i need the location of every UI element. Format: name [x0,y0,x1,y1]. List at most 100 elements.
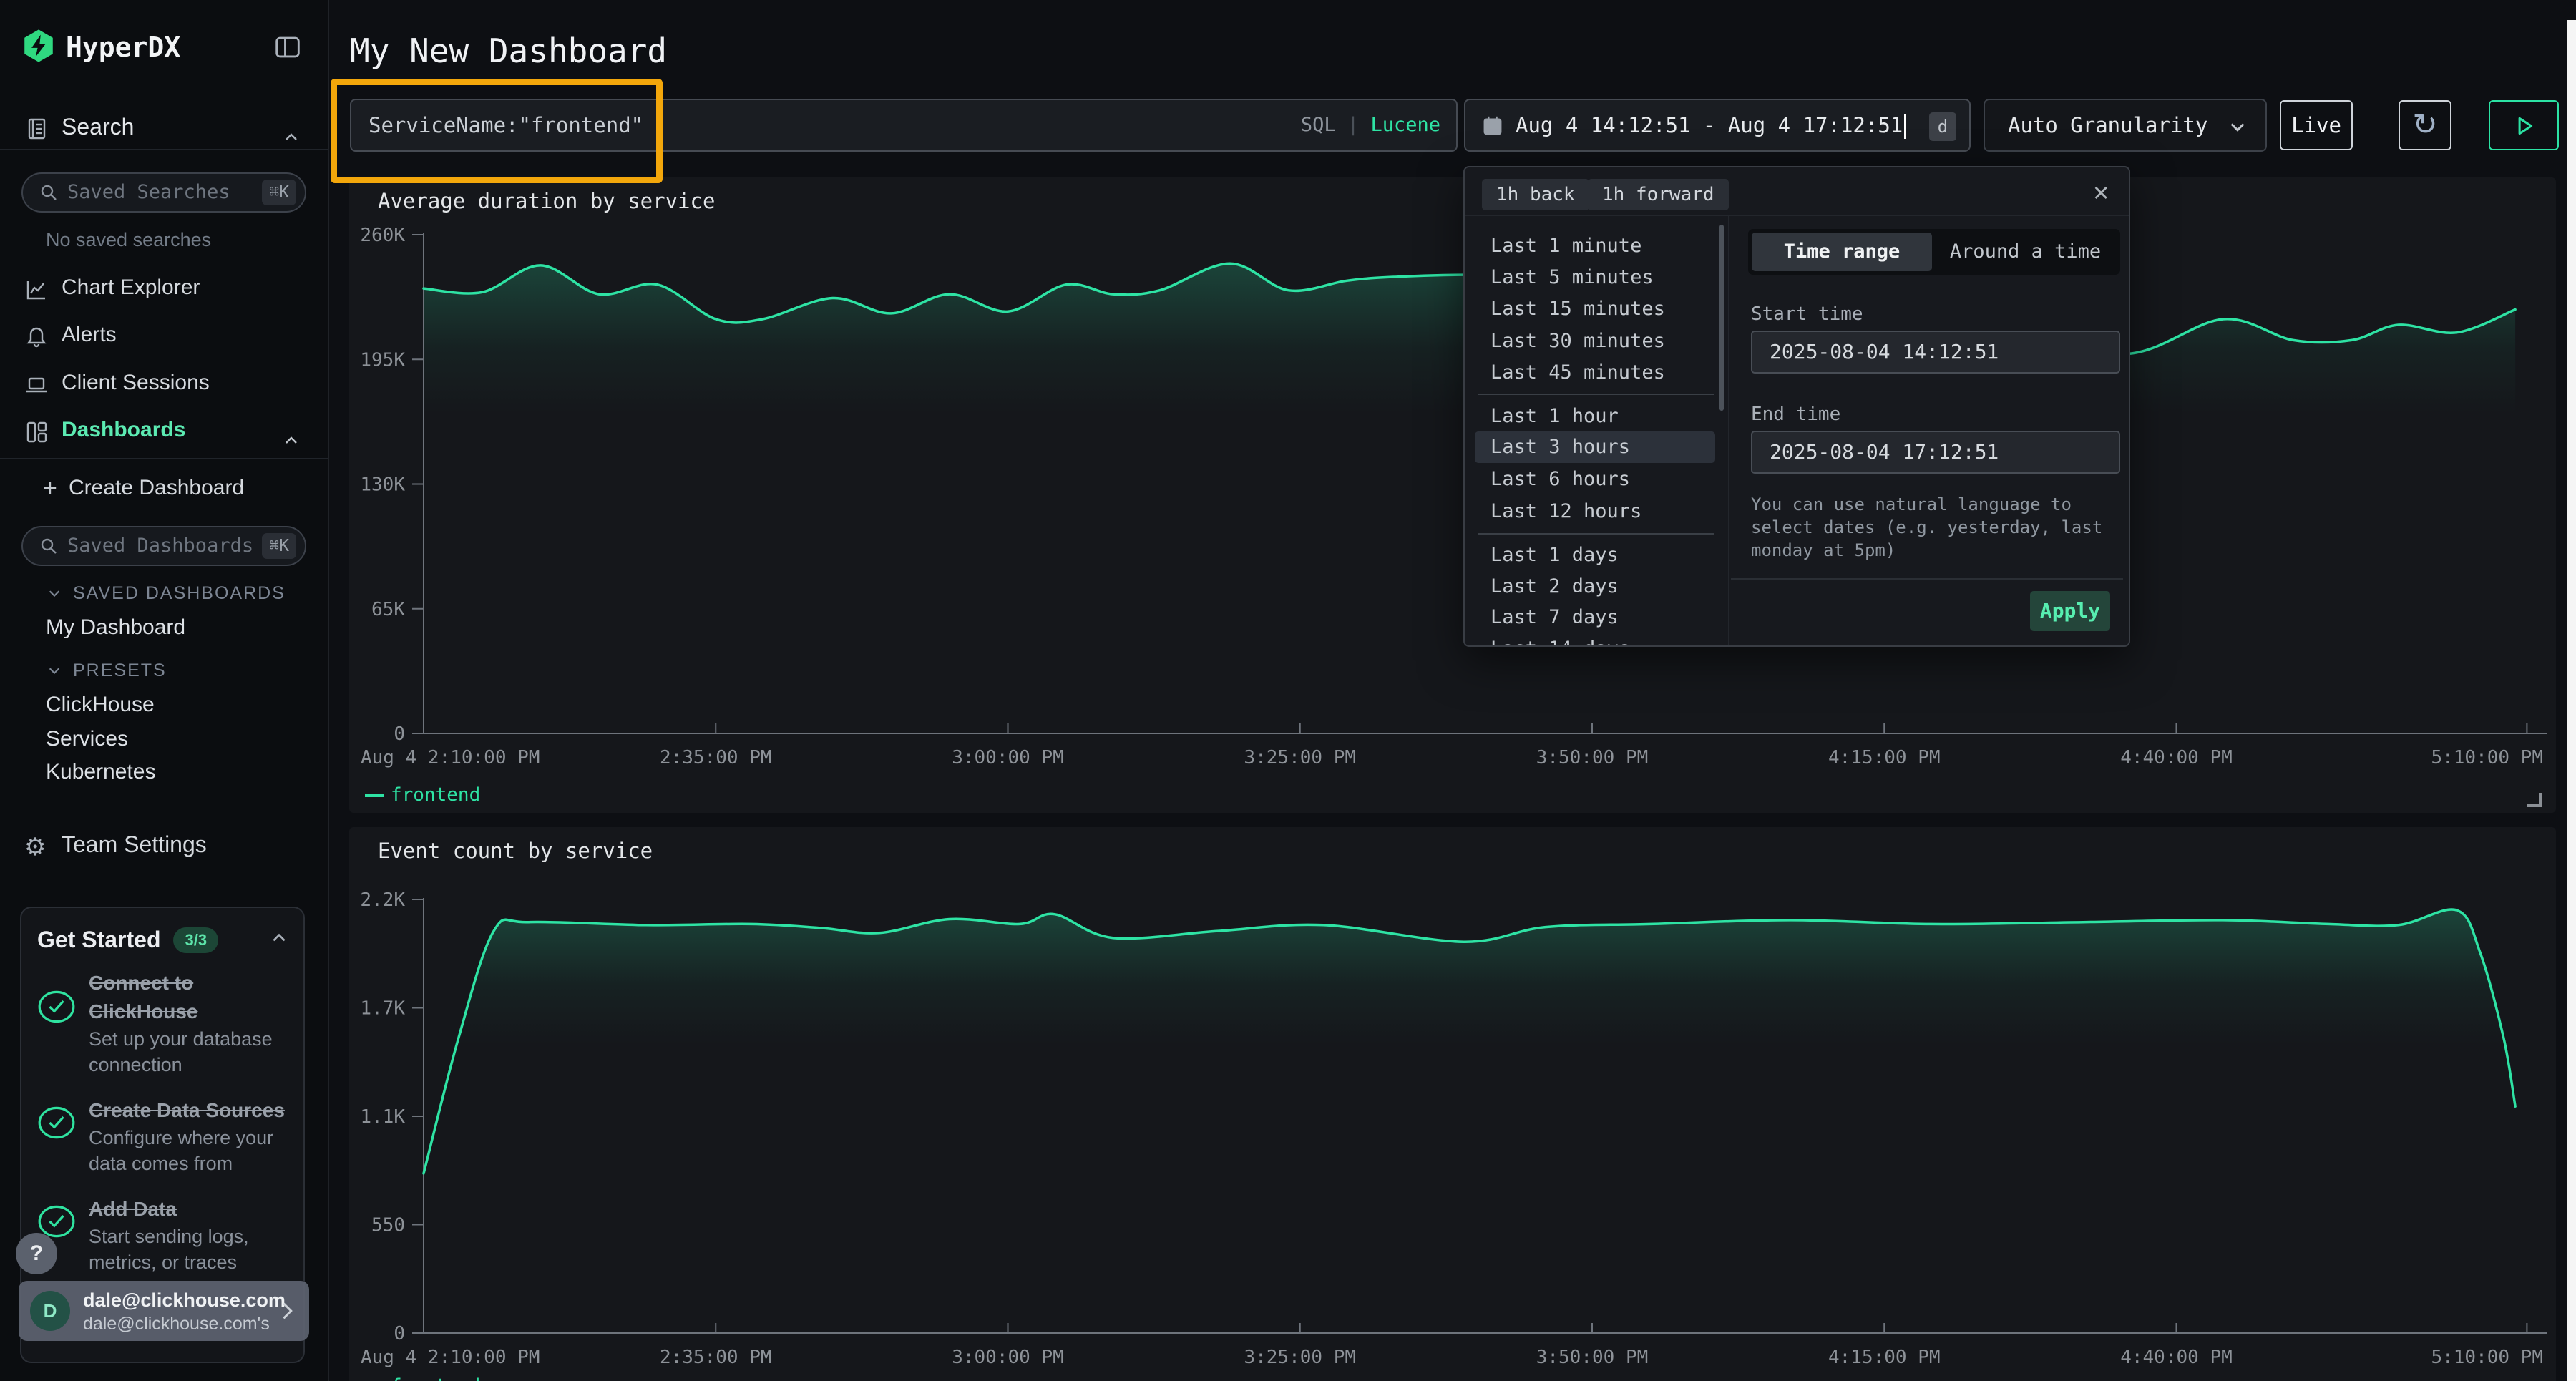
option-last-2-days[interactable]: Last 2 days [1491,575,1619,597]
query-language-toggle[interactable]: SQL | Lucene [1301,100,1440,150]
saved-dashboards-input[interactable]: Saved Dashboards ⌘K [21,526,306,566]
date-range-input[interactable]: Aug 4 14:12:51 - Aug 4 17:12:51 d [1464,99,1971,152]
svg-text:3:00:00 PM: 3:00:00 PM [952,747,1064,768]
check-circle-icon [37,1195,89,1275]
filter-query-text: ServiceName:"frontend" [369,113,644,137]
option-last-3-hours[interactable]: Last 3 hours [1475,431,1715,463]
svg-text:550: 550 [371,1215,405,1236]
legend-label: frontend [391,784,481,806]
live-button[interactable]: Live [2280,100,2353,150]
svg-text:0: 0 [394,1323,405,1345]
user-menu[interactable]: D dale@clickhouse.com dale@clickhouse.co… [19,1281,309,1341]
chevron-up-icon[interactable] [270,929,288,950]
checklist-item-sources[interactable]: Create Data Sources Configure where your… [37,1096,288,1176]
svg-text:260K: 260K [360,225,405,246]
divider [1465,215,2129,216]
option-last-5-minutes[interactable]: Last 5 minutes [1491,266,1654,288]
group-label: PRESETS [73,660,167,680]
natural-language-hint: You can use natural language to select d… [1751,494,2103,560]
chevron-up-icon [283,422,299,444]
option-last-14-days[interactable]: Last 14 days [1475,633,1715,645]
resize-handle[interactable] [2527,793,2542,807]
checklist-desc: Set up your database connection [89,1028,273,1075]
group-presets[interactable]: PRESETS [0,655,328,686]
user-team: dale@clickhouse.com's [83,1314,270,1334]
option-last-1-hour[interactable]: Last 1 hour [1491,405,1619,427]
option-last-45-minutes[interactable]: Last 45 minutes [1491,361,1665,384]
svg-text:4:40:00 PM: 4:40:00 PM [2120,747,2233,768]
play-icon [2518,117,2533,135]
svg-text:195K: 195K [360,349,405,371]
lucene-option[interactable]: Lucene [1370,114,1440,136]
search-filter-input[interactable]: ServiceName:"frontend" SQL | Lucene [350,99,1458,152]
picker-mode-tabs: Time range Around a time [1748,229,2120,275]
user-email: dale@clickhouse.com [83,1289,286,1311]
option-last-30-minutes[interactable]: Last 30 minutes [1491,330,1665,352]
chart-tile-event-count: Event count by service 0 550 1.1K 1.7K 2.2K A… [349,827,2556,1381]
group-saved-dashboards[interactable]: SAVED DASHBOARDS [0,577,328,609]
start-time-label: Start time [1751,303,1863,325]
create-dashboard-label: Create Dashboard [69,476,245,499]
duration-chart-canvas[interactable]: 0 65K 130K 195K 260K Aug 4 2:10:00 PM 2:35:00 … [349,177,2556,813]
run-query-button[interactable] [2489,100,2559,150]
checklist-title: Connect to ClickHouse [89,972,198,1023]
page-scrollbar[interactable] [2567,20,2576,1381]
chevron-down-icon [49,668,60,675]
list-scrollbar[interactable] [1719,225,1724,411]
page-title: My New Dashboard [350,31,668,70]
sidebar-item-services[interactable]: Services [0,723,328,756]
sidebar-collapse-icon[interactable] [273,33,302,62]
svg-text:1.7K: 1.7K [360,998,405,1020]
chevron-down-icon [49,590,60,597]
chart-legend[interactable]: frontend [365,1375,480,1381]
shortcut-badge: ⌘K [262,180,296,205]
option-last-6-hours[interactable]: Last 6 hours [1491,468,1631,490]
option-last-7-days[interactable]: Last 7 days [1491,606,1619,628]
apply-button[interactable]: Apply [2030,591,2110,631]
option-last-1-days[interactable]: Last 1 days [1491,544,1619,566]
event-count-chart-canvas[interactable]: 0 550 1.1K 1.7K 2.2K Aug 4 2:10:00 PM 2:35:00 … [349,827,2556,1381]
option-last-1-minute[interactable]: Last 1 minute [1491,235,1642,257]
granularity-value: Auto Granularity [2008,113,2208,137]
start-time-input[interactable]: 2025-08-04 14:12:51 [1751,331,2120,374]
sidebar-item-label: Search [62,114,135,140]
option-last-12-hours[interactable]: Last 12 hours [1491,500,1642,522]
chart-title: Average duration by service [378,189,716,213]
shift-forward-button[interactable]: 1h forward [1588,179,1729,210]
sidebar-item-kubernetes[interactable]: Kubernetes [0,756,328,789]
svg-text:3:50:00 PM: 3:50:00 PM [1536,747,1649,768]
no-saved-searches-text: No saved searches [46,229,212,250]
refresh-button[interactable]: ↻ [2399,100,2451,150]
tab-around-a-time[interactable]: Around a time [1949,240,2102,263]
item-label: Services [46,727,129,751]
help-button[interactable]: ? [16,1233,57,1274]
sidebar-item-label: Team Settings [62,831,207,857]
plus-icon: + [43,474,57,502]
sidebar-item-clickhouse[interactable]: ClickHouse [0,688,328,721]
sidebar-item-search[interactable]: Search [0,107,328,147]
search-icon [39,536,59,560]
sidebar-item-my-dashboard[interactable]: My Dashboard [0,611,328,644]
granularity-select[interactable]: Auto Granularity [1984,99,2267,152]
sidebar-item-team-settings[interactable]: ⚙ Team Settings [0,824,328,864]
sidebar-item-chart-explorer[interactable]: Chart Explorer [0,268,328,308]
create-dashboard-button[interactable]: + Create Dashboard [0,468,328,508]
sidebar-item-dashboards[interactable]: Dashboards [0,410,328,450]
sidebar-item-alerts[interactable]: Alerts [0,315,328,355]
chart-legend[interactable]: frontend [365,784,480,806]
option-last-15-minutes[interactable]: Last 15 minutes [1491,298,1665,320]
line-chart-icon [24,275,49,300]
divider [0,458,328,459]
sidebar-item-client-sessions[interactable]: Client Sessions [0,363,328,403]
saved-searches-input[interactable]: Saved Searches ⌘K [21,172,306,213]
shift-back-button[interactable]: 1h back [1482,179,1589,210]
sql-option[interactable]: SQL [1300,114,1336,136]
end-time-input[interactable]: 2025-08-04 17:12:51 [1751,431,2120,474]
svg-text:130K: 130K [360,474,405,496]
checklist-item-connect[interactable]: Connect to ClickHouse Set up your databa… [37,969,288,1078]
tab-time-range[interactable]: Time range [1752,233,1932,271]
sidebar: HyperDX Search Saved Searches ⌘K No save… [0,0,329,1381]
checklist-item-add-data[interactable]: Add Data Start sending logs, metrics, or… [37,1195,288,1275]
check-circle-icon [37,969,89,1078]
close-icon[interactable]: ✕ [2093,177,2109,207]
